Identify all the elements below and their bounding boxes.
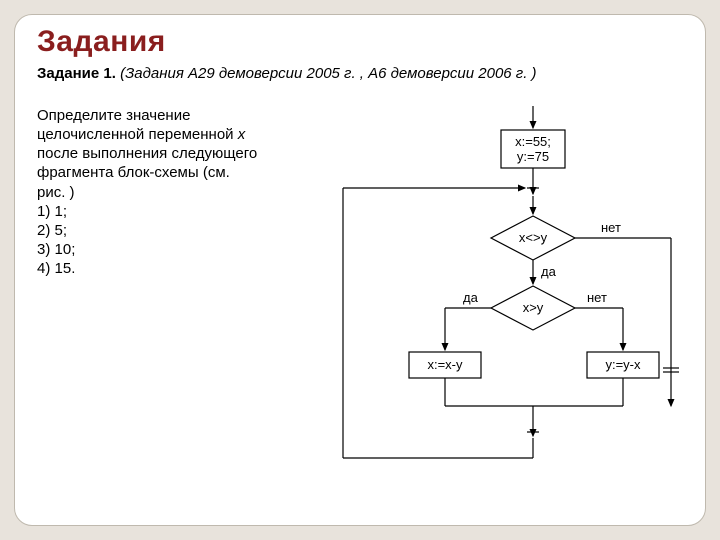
q-line: целочисленной переменной х: [37, 125, 315, 144]
content-row: Определите значение целочисленной переме…: [37, 106, 683, 476]
task-number: Задание 1.: [37, 65, 116, 82]
label-yes-2: да: [463, 290, 479, 305]
answer-option: 3) 10;: [37, 240, 315, 259]
decision-1-label: x<>y: [519, 230, 548, 245]
label-yes: да: [541, 264, 557, 279]
q-line: после выполнения следующего: [37, 144, 315, 163]
q-line: фрагмента блок-схемы (см.: [37, 163, 315, 182]
flowchart: x:=55; y:=75 x<>y нет: [323, 106, 683, 476]
task-subtitle: Задание 1. (Задания А29 демоверсии 2005 …: [37, 65, 683, 84]
question-text: Определите значение целочисленной переме…: [37, 106, 315, 476]
init-text-2: y:=75: [517, 149, 549, 164]
answer-option: 2) 5;: [37, 221, 315, 240]
label-no-2: нет: [587, 290, 607, 305]
answer-option: 4) 15.: [37, 259, 315, 278]
q-line: Определите значение: [37, 106, 315, 125]
answer-option: 1) 1;: [37, 202, 315, 221]
task-source: (Задания А29 демоверсии 2005 г. , А6 дем…: [120, 65, 536, 82]
action-1-label: x:=x-y: [427, 357, 463, 372]
q-line: рис. ): [37, 183, 315, 202]
init-text-1: x:=55;: [515, 134, 551, 149]
slide-card: Задания Задание 1. (Задания А29 демоверс…: [14, 14, 706, 526]
decision-2-label: x>y: [523, 300, 544, 315]
slide-title: Задания: [37, 25, 683, 59]
action-2-label: y:=y-x: [605, 357, 641, 372]
label-no: нет: [601, 220, 621, 235]
